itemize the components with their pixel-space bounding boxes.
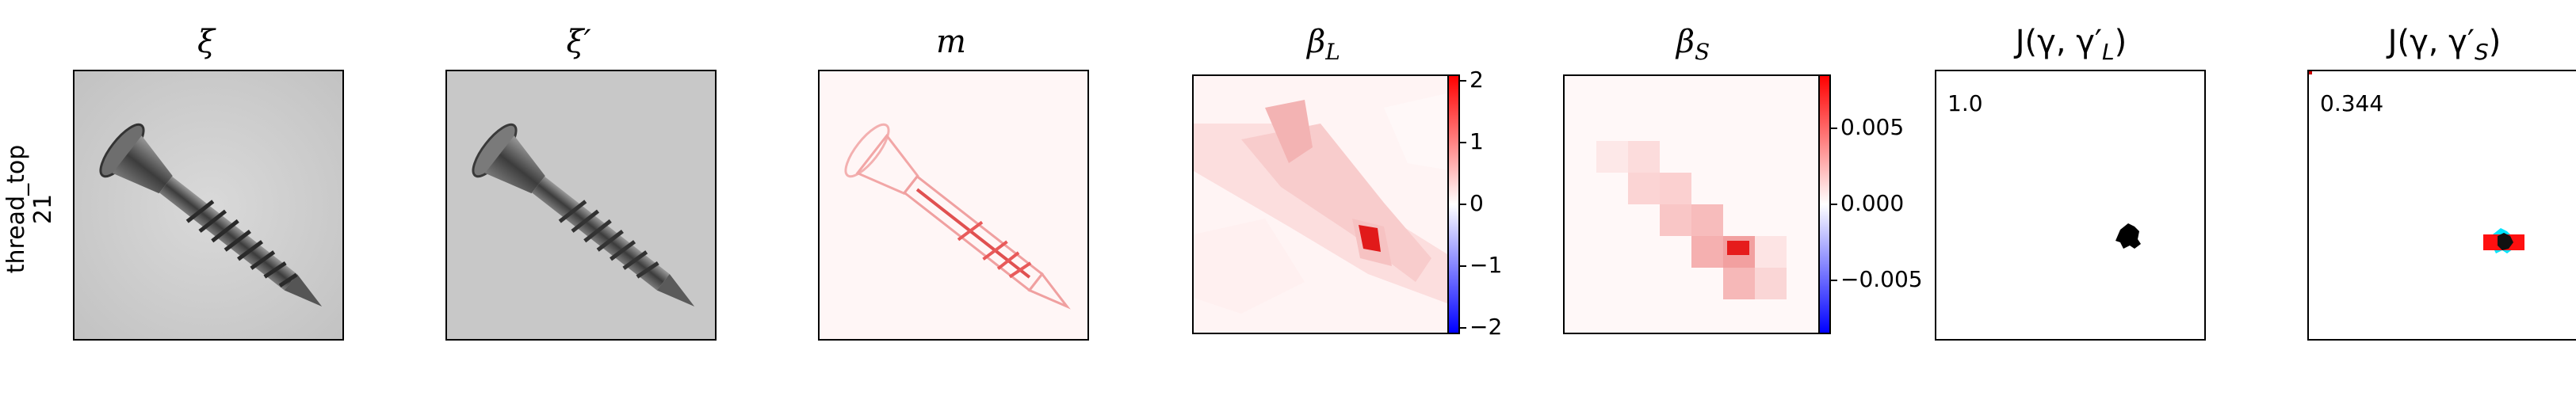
row-label-line1: thread_top bbox=[2, 144, 30, 274]
colorbar-tick-mark bbox=[1460, 204, 1466, 205]
colorbar-tick-label: 0 bbox=[1470, 190, 1484, 216]
colorbar-tick-mark bbox=[1831, 204, 1837, 205]
colorbar-tick-mark bbox=[1460, 141, 1466, 143]
image-beta-s bbox=[1563, 74, 1823, 334]
panel-title-beta-l: βL bbox=[1189, 24, 1458, 65]
image-m bbox=[818, 70, 1089, 341]
colorbar-tick-label: 1 bbox=[1470, 128, 1484, 154]
panel-title-text: ξ′ bbox=[566, 24, 591, 60]
screw-image-reconstructed bbox=[447, 71, 715, 339]
colorbar-beta-l bbox=[1447, 74, 1460, 334]
mask-overlay bbox=[2309, 71, 2524, 253]
colorbar-tick-label: −2 bbox=[1470, 314, 1503, 341]
panel-title-j-s: J(γ, γ′S) bbox=[2310, 24, 2576, 65]
screw-image bbox=[75, 71, 342, 339]
image-j-s: 0.344 bbox=[2307, 70, 2576, 341]
jaccard-score: 1.0 bbox=[1947, 90, 1983, 116]
row-label: thread_top 21 bbox=[2, 130, 57, 288]
image-j-l: 1.0 bbox=[1935, 70, 2206, 341]
panel-title-text: β bbox=[1307, 24, 1326, 60]
colorbar-tick-label: −1 bbox=[1470, 252, 1503, 279]
mask-overlay bbox=[2115, 223, 2141, 249]
panel-title-close: ) bbox=[2114, 24, 2127, 60]
colorbar-tick-label: 2 bbox=[1470, 66, 1484, 93]
image-xi bbox=[73, 70, 344, 341]
colorbar-tick-mark bbox=[1831, 127, 1837, 129]
colorbar-tick-label: 0.005 bbox=[1840, 113, 1905, 140]
panel-title-j-l: J(γ, γ′L) bbox=[1936, 24, 2206, 65]
row-label-line2: 21 bbox=[29, 193, 57, 225]
image-beta-l bbox=[1192, 74, 1452, 334]
panel-title-text: J(γ, γ′ bbox=[2387, 24, 2475, 60]
panel-title-xi: ξ bbox=[71, 24, 341, 60]
panel-title-text: m bbox=[936, 24, 966, 60]
jaccard-score: 0.344 bbox=[2320, 90, 2384, 116]
colorbar-beta-s bbox=[1818, 74, 1831, 334]
colorbar-tick-mark bbox=[1460, 327, 1466, 329]
panel-title-close: ) bbox=[2488, 24, 2501, 60]
beta-l-map bbox=[1194, 76, 1450, 333]
panel-title-sub: S bbox=[2474, 39, 2489, 65]
panel-title-m: m bbox=[816, 24, 1086, 60]
panel-title-text: J(γ, γ′ bbox=[2015, 24, 2103, 60]
panel-title-text: ξ bbox=[197, 24, 216, 60]
colorbar-tick-mark bbox=[1460, 265, 1466, 268]
colorbar-tick-label: −0.005 bbox=[1840, 266, 1923, 293]
beta-s-map bbox=[1565, 76, 1821, 333]
panel-title-xi-prime: ξ′ bbox=[444, 24, 713, 60]
panel-title-sub: S bbox=[1694, 39, 1710, 65]
colorbar-tick-mark bbox=[1460, 79, 1466, 82]
panel-title-sub: L bbox=[1325, 39, 1340, 65]
difference-map bbox=[820, 71, 1087, 339]
colorbar-tick-label: 0.000 bbox=[1840, 190, 1905, 216]
panel-title-sub: L bbox=[2102, 39, 2115, 65]
panel-title-text: β bbox=[1676, 24, 1695, 60]
image-xi-prime bbox=[445, 70, 717, 341]
panel-title-beta-s: βS bbox=[1558, 24, 1828, 65]
colorbar-tick-mark bbox=[1831, 280, 1837, 282]
